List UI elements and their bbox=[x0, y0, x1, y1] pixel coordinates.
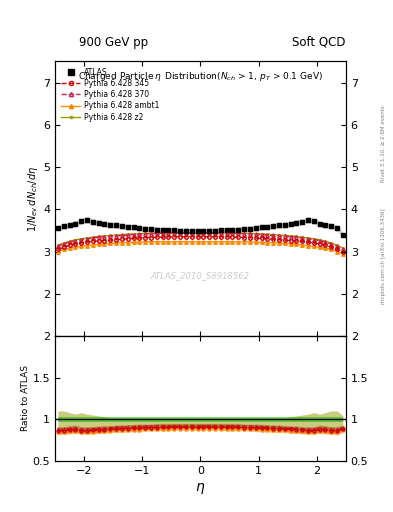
Y-axis label: Ratio to ATLAS: Ratio to ATLAS bbox=[21, 366, 30, 432]
Legend: ATLAS, Pythia 6.428 345, Pythia 6.428 370, Pythia 6.428 ambt1, Pythia 6.428 z2: ATLAS, Pythia 6.428 345, Pythia 6.428 37… bbox=[58, 65, 162, 125]
Text: mcplots.cern.ch [arXiv:1306.3436]: mcplots.cern.ch [arXiv:1306.3436] bbox=[381, 208, 386, 304]
X-axis label: $\eta$: $\eta$ bbox=[195, 481, 206, 496]
Text: Charged Particle$\,\eta\,$ Distribution($N_{ch}$ > 1, $p_T$ > 0.1 GeV): Charged Particle$\,\eta\,$ Distribution(… bbox=[78, 70, 323, 82]
Text: ATLAS_2010_S8918562: ATLAS_2010_S8918562 bbox=[151, 271, 250, 280]
Text: Soft QCD: Soft QCD bbox=[292, 36, 346, 49]
Text: Rivet 3.1.10, ≥ 2.6M events: Rivet 3.1.10, ≥ 2.6M events bbox=[381, 105, 386, 182]
Text: 900 GeV pp: 900 GeV pp bbox=[79, 36, 148, 49]
Y-axis label: $1/N_{ev}\,dN_{ch}/d\eta$: $1/N_{ev}\,dN_{ch}/d\eta$ bbox=[26, 166, 40, 232]
